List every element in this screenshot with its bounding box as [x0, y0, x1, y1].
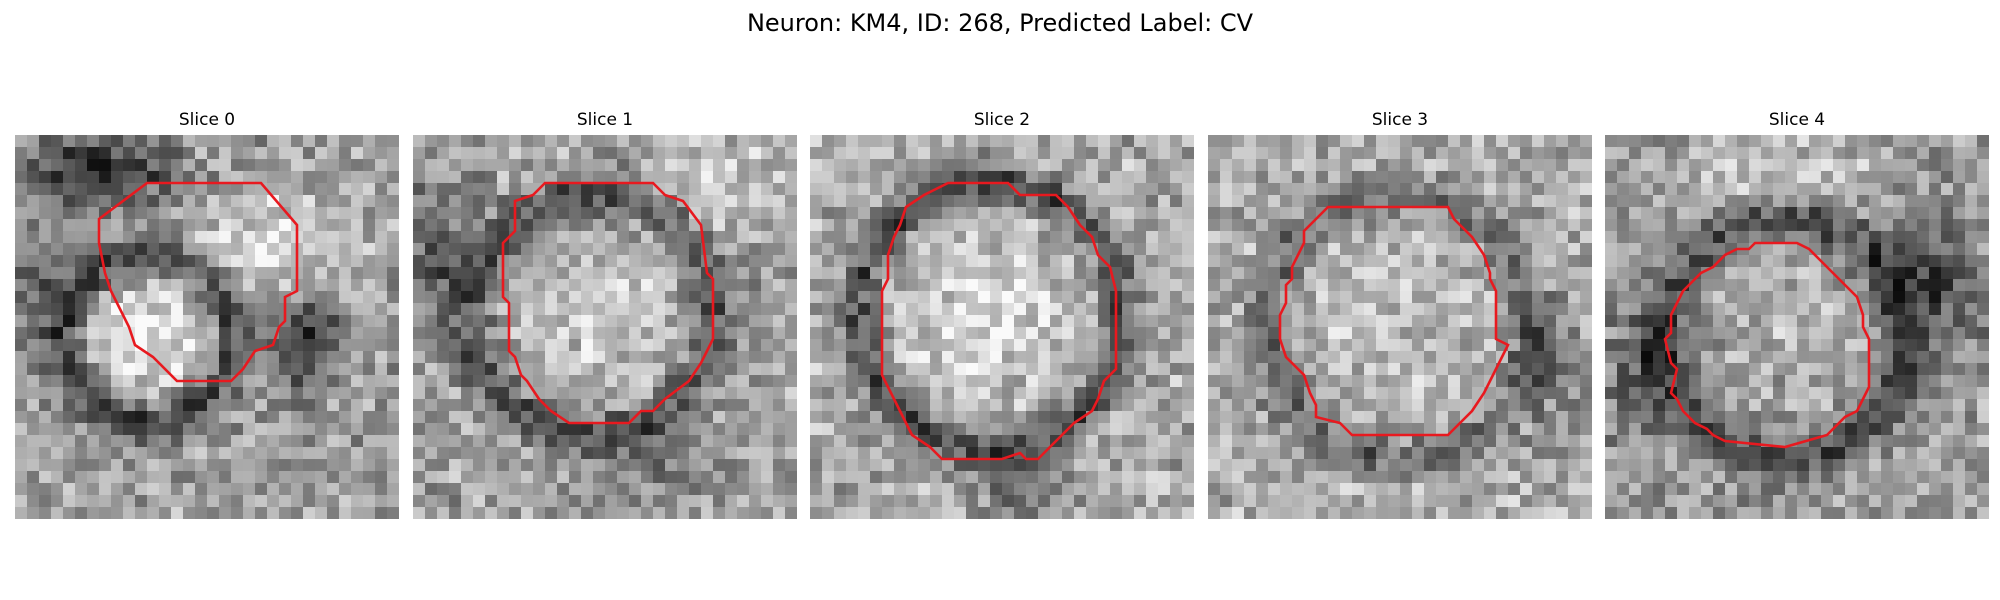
segmentation-contour	[1278, 205, 1510, 437]
slice-image-0	[15, 135, 399, 519]
slice-title-1: Slice 1	[576, 110, 634, 130]
slice-title-2: Slice 2	[973, 110, 1031, 130]
slice-image-3	[1208, 135, 1592, 519]
slice-image-1	[413, 135, 797, 519]
segmentation-contour	[880, 181, 1118, 461]
segmentation-contour	[1663, 241, 1871, 449]
slice-panel-3: Slice 3	[1208, 108, 1592, 519]
segmentation-contour	[97, 181, 299, 383]
slice-title-0: Slice 0	[178, 110, 236, 130]
slice-title-3: Slice 3	[1371, 110, 1429, 130]
pixel-grid	[810, 135, 1194, 519]
slice-image-2	[810, 135, 1194, 519]
slice-panel-1: Slice 1	[413, 108, 797, 519]
figure-title: Neuron: KM4, ID: 268, Predicted Label: C…	[746, 9, 1254, 37]
slice-panel-2: Slice 2	[810, 108, 1194, 519]
pixel-grid	[1605, 135, 1989, 519]
slice-image-4	[1605, 135, 1989, 519]
pixel-grid	[1208, 135, 1592, 519]
pixel-grid	[413, 135, 797, 519]
slice-panel-0: Slice 0	[15, 108, 399, 519]
slice-title-4: Slice 4	[1768, 110, 1826, 130]
pixel-grid	[15, 135, 399, 519]
segmentation-contour	[501, 181, 715, 425]
slice-panel-4: Slice 4	[1605, 108, 1989, 519]
